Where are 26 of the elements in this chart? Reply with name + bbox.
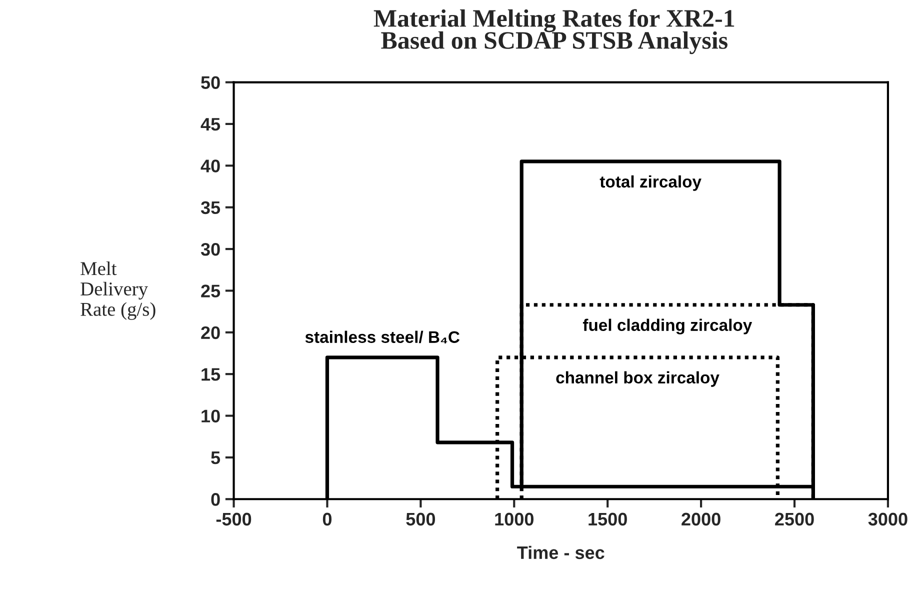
- y-tick-label: 30: [200, 242, 220, 256]
- y-tick-label: 35: [200, 201, 220, 214]
- x-axis-title: Time - sec: [517, 546, 604, 560]
- x-tick-label: 500: [406, 512, 436, 526]
- x-tick-label: 1500: [588, 512, 627, 526]
- x-tick-label: -500: [216, 512, 252, 526]
- y-tick-label: 25: [201, 284, 220, 298]
- series-label: stainless steel/ B₄C: [305, 330, 460, 344]
- x-tick-label: 2500: [775, 512, 814, 526]
- y-tick-label: 5: [211, 452, 220, 464]
- x-tick-label: 0: [322, 512, 332, 526]
- chart-title: Material Melting Rates for XR2-1 Based on SCDAP STSB Analysis: [374, 9, 734, 54]
- y-tick-label: 15: [202, 368, 220, 381]
- series-label: fuel cladding zircaloy: [582, 318, 752, 334]
- series-label: total zircaloy: [600, 175, 702, 191]
- y-axis-title: Melt Delivery Rate (g/s): [80, 262, 156, 320]
- y-tick-label: 0: [211, 493, 220, 506]
- x-tick-label: 3000: [868, 512, 908, 526]
- y-tick-label: 20: [201, 326, 220, 340]
- y-tick-label: 10: [202, 410, 220, 422]
- y-tick-label: 45: [200, 118, 220, 131]
- x-tick-label: 2000: [682, 512, 720, 526]
- y-tick-label: 40: [200, 160, 220, 172]
- x-tick-label: 1000: [495, 512, 534, 526]
- y-tick-label: 50: [201, 76, 220, 89]
- series-label: channel box zircaloy: [556, 371, 720, 387]
